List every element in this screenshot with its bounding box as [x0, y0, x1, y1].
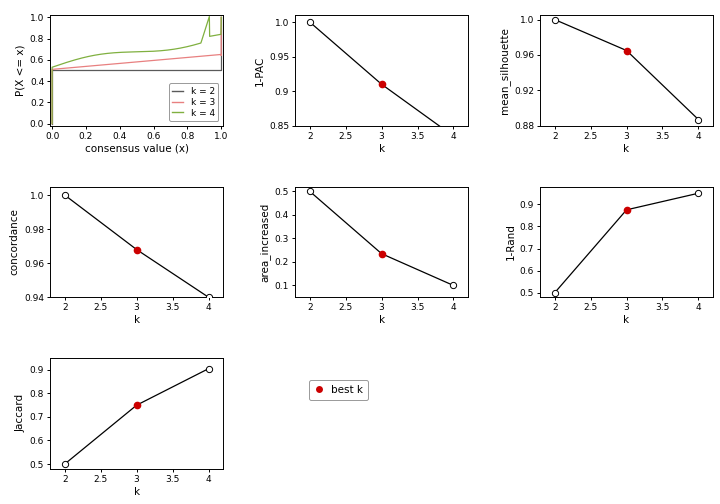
X-axis label: k: k	[134, 316, 140, 325]
Y-axis label: 1-PAC: 1-PAC	[255, 55, 265, 86]
X-axis label: k: k	[624, 144, 629, 154]
X-axis label: consensus value (x): consensus value (x)	[85, 144, 189, 154]
Y-axis label: concordance: concordance	[10, 209, 20, 275]
Legend: k = 2, k = 3, k = 4: k = 2, k = 3, k = 4	[169, 83, 218, 121]
X-axis label: k: k	[379, 144, 384, 154]
Legend: best k: best k	[309, 380, 368, 400]
Y-axis label: 1-Rand: 1-Rand	[505, 223, 516, 261]
X-axis label: k: k	[379, 316, 384, 325]
X-axis label: k: k	[134, 487, 140, 497]
Y-axis label: area_increased: area_increased	[260, 202, 271, 282]
Y-axis label: mean_silhouette: mean_silhouette	[499, 27, 510, 114]
Y-axis label: Jaccard: Jaccard	[16, 394, 26, 432]
Y-axis label: P(X <= x): P(X <= x)	[16, 45, 26, 96]
X-axis label: k: k	[624, 316, 629, 325]
